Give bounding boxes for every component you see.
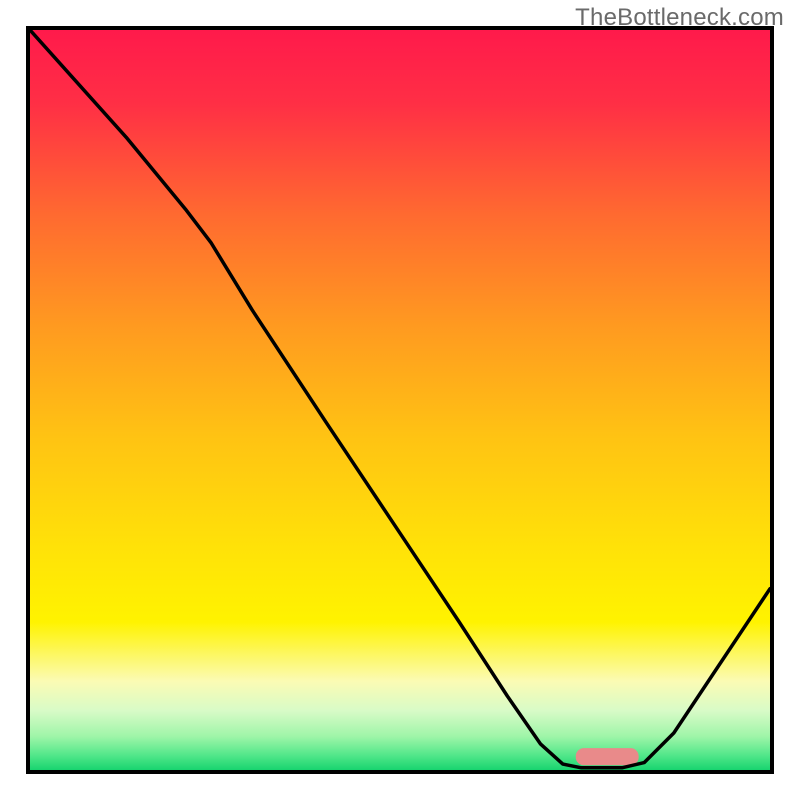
bottleneck-chart xyxy=(0,0,800,800)
chart-container: TheBottleneck.com xyxy=(0,0,800,800)
optimal-marker xyxy=(576,748,639,765)
watermark-text: TheBottleneck.com xyxy=(575,4,784,32)
gradient-background xyxy=(30,30,770,770)
